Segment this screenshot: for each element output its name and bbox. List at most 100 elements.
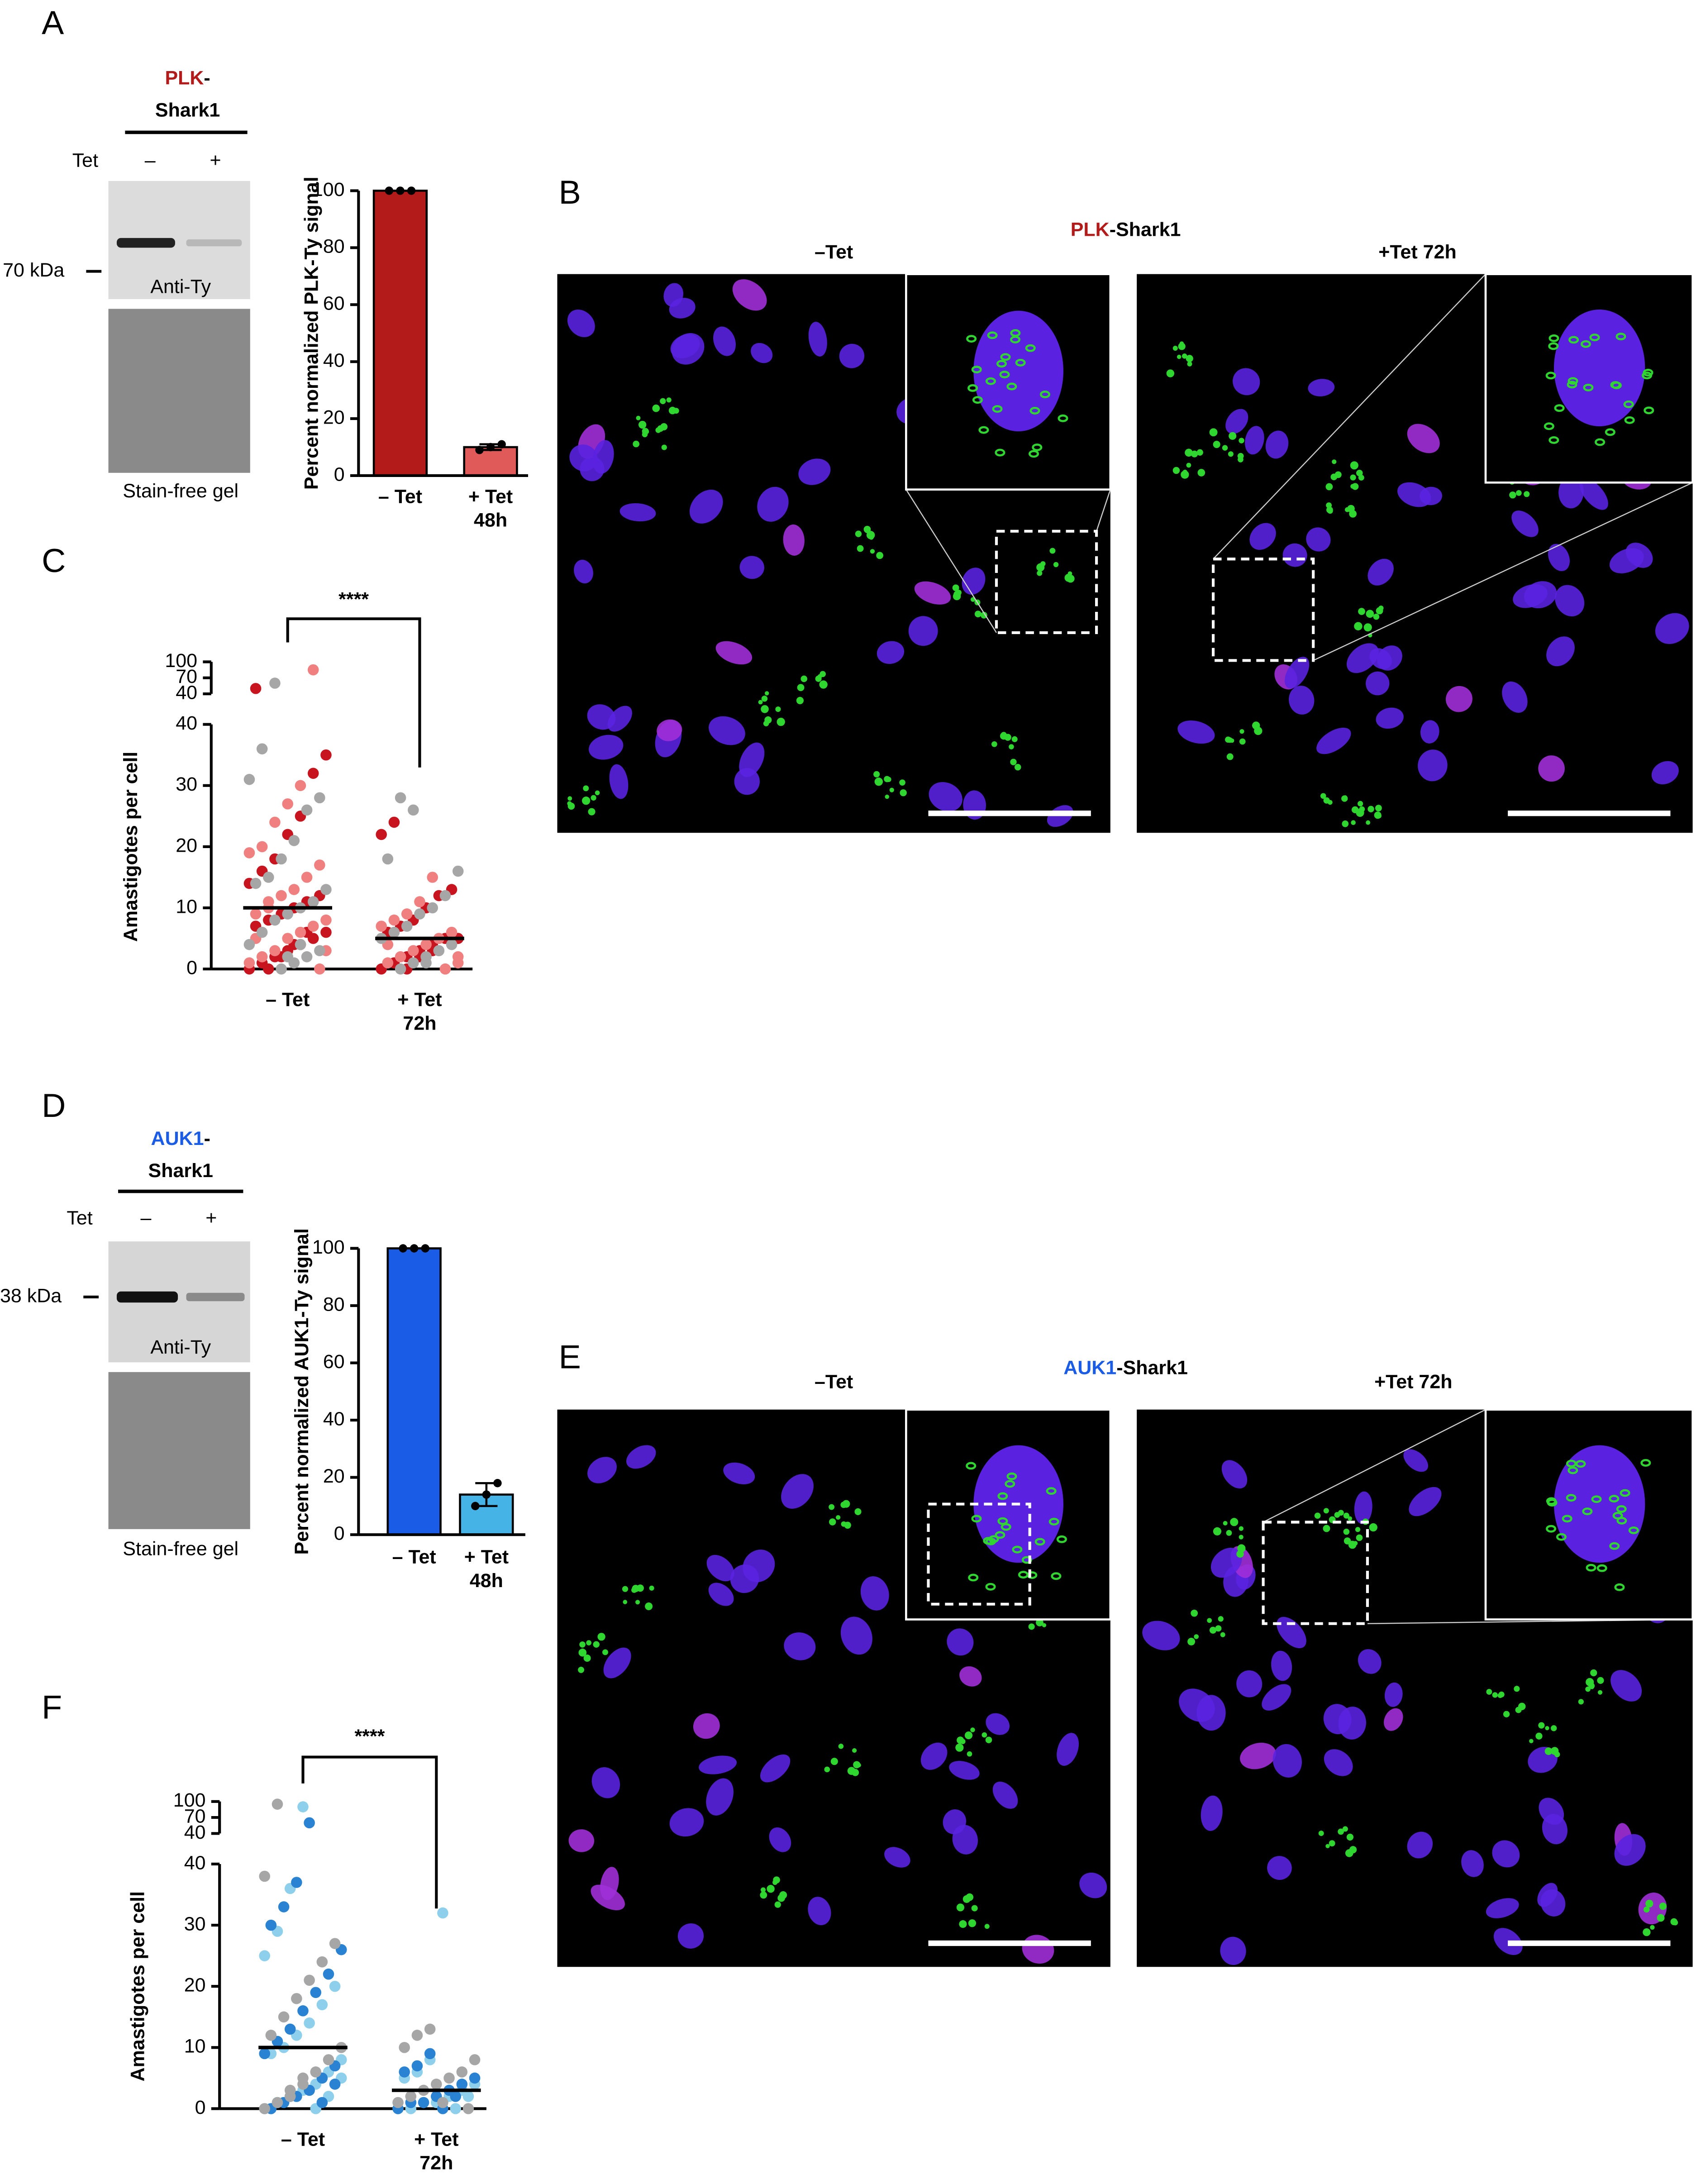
blot-label: Anti-Ty: [150, 1336, 211, 1358]
replicate-point: [493, 1479, 502, 1488]
replicate-point: [475, 446, 484, 454]
parasite: [980, 611, 987, 619]
parasite: [1509, 491, 1516, 499]
parasite: [1323, 1525, 1330, 1532]
parasite: [971, 1515, 982, 1523]
parasite: [1006, 382, 1017, 391]
cell-count-point: [291, 1993, 302, 2004]
x-tick-label: – Tet: [392, 1546, 436, 1568]
parasite: [1356, 1534, 1363, 1541]
parasite: [824, 1766, 830, 1773]
cell-count-point: [259, 1870, 271, 1882]
nucleus: [769, 1827, 791, 1852]
cell-count-point: [263, 896, 274, 907]
nucleus: [1201, 1795, 1223, 1831]
parasite: [1032, 443, 1043, 451]
parasite: [1614, 1583, 1625, 1591]
cell-count-point: [382, 957, 394, 968]
cell-count-point: [272, 2097, 283, 2108]
nucleus: [1445, 686, 1472, 712]
cell-count-point: [414, 896, 425, 907]
parasite: [1524, 491, 1530, 497]
parasite: [1605, 428, 1615, 436]
y-axis-label: Amastigotes per cell: [127, 1891, 148, 2081]
cell-count-point: [437, 2097, 448, 2108]
parasite: [578, 1648, 587, 1657]
construct-protein: Shark1: [155, 100, 220, 121]
parasite: [1554, 1751, 1560, 1758]
cell-count-point: [259, 2048, 271, 2060]
x-tick-label: – Tet: [378, 486, 422, 507]
parasite: [1338, 1828, 1344, 1835]
parasite: [972, 396, 983, 404]
y-tick-label: 40: [184, 1822, 206, 1843]
parasite: [1545, 1726, 1549, 1731]
nucleus: [808, 322, 827, 357]
cell-count-point: [256, 926, 268, 938]
parasite: [1239, 1526, 1244, 1531]
nucleus: [1338, 1707, 1366, 1740]
parasite: [1239, 738, 1246, 745]
parasite: [1314, 1512, 1321, 1519]
parasite: [1329, 1840, 1335, 1847]
nucleus: [677, 1923, 704, 1949]
cell-count-point: [278, 2011, 290, 2023]
nucleus: [1502, 681, 1528, 713]
parasite: [1178, 343, 1186, 350]
tet-condition: +: [205, 1207, 217, 1229]
cell-count-point: [282, 908, 293, 920]
parasite: [1355, 1527, 1361, 1532]
parasite: [774, 1901, 781, 1908]
x-tick-label: 48h: [470, 1570, 503, 1592]
nucleus: [1272, 1744, 1302, 1778]
parasite: [1359, 806, 1365, 812]
parasite: [1554, 404, 1565, 412]
nucleus: [798, 458, 831, 485]
y-tick-label: 60: [323, 293, 345, 315]
replicate-point: [471, 1502, 480, 1511]
nucleus: [992, 1781, 1018, 1809]
nucleus: [734, 768, 760, 795]
parasite: [1029, 450, 1039, 458]
parasite: [1529, 1739, 1534, 1744]
parasite: [1348, 1540, 1357, 1549]
cell-count-point: [437, 1907, 448, 1919]
nucleus: [693, 1713, 720, 1739]
parasite: [631, 1587, 637, 1593]
y-tick-label: 20: [323, 1465, 345, 1487]
cell-count-point: [452, 865, 464, 877]
construct-kinase: AUK1: [151, 1128, 204, 1149]
y-tick-label: 40: [323, 1408, 345, 1430]
x-tick-label: – Tet: [266, 989, 310, 1011]
parasite: [1644, 406, 1654, 415]
parasite: [842, 1500, 850, 1508]
cell-count-point: [456, 2066, 468, 2078]
parasite: [1350, 474, 1356, 481]
cell-count-point: [259, 2103, 271, 2114]
parasite: [1588, 1683, 1595, 1689]
parasite: [1628, 1526, 1639, 1535]
cell-count-point: [418, 2097, 429, 2108]
bar: [463, 446, 518, 477]
parasite: [1568, 1466, 1578, 1474]
parasite: [1620, 1489, 1630, 1497]
cell-count-point: [243, 774, 255, 785]
nucleus: [619, 503, 656, 522]
parasite: [966, 335, 977, 343]
parasite: [595, 790, 600, 796]
parasite: [960, 1739, 966, 1744]
parasite: [1358, 608, 1365, 615]
cell-count-point: [314, 945, 325, 956]
parasite: [1544, 422, 1554, 430]
cell-count-point: [256, 743, 268, 755]
cell-count-point: [250, 877, 262, 889]
parasite: [1323, 797, 1330, 804]
parasite: [1343, 1528, 1350, 1535]
parasite: [645, 1602, 653, 1610]
parasite: [761, 705, 769, 713]
parasite: [1358, 801, 1363, 807]
nucleus: [1558, 476, 1584, 509]
cell-count-point: [282, 951, 293, 963]
nucleus: [751, 343, 773, 363]
title-kinase: AUK1: [1063, 1357, 1116, 1379]
